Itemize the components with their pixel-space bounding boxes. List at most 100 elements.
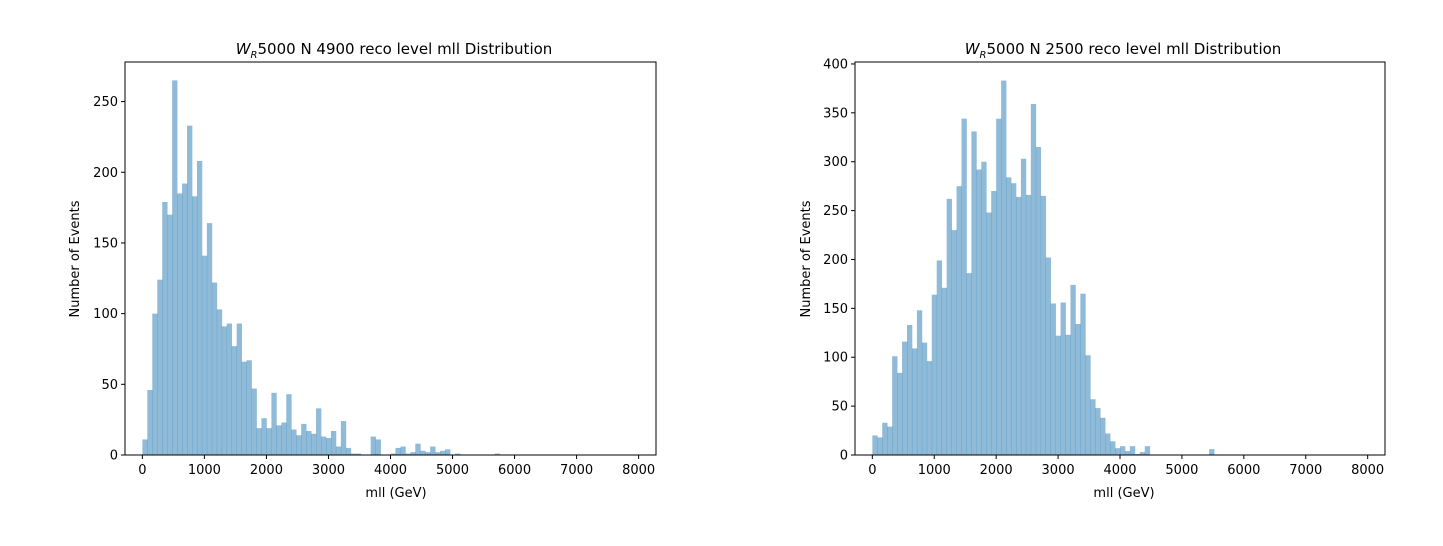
left-histogram-bar [455,453,461,455]
right-y-tick-label: 0 [840,449,848,464]
left-histogram-bar [375,439,381,455]
left-x-tick-label: 5000 [436,463,469,478]
right-histogram-bar [892,356,898,455]
right-histogram-bar [996,118,1002,455]
right-histogram-bar [1055,335,1061,455]
left-title-subscript: R [251,50,258,61]
right-x-axis-label: mll (GeV) [1093,486,1154,501]
left-histogram-bar [286,394,292,455]
right-y-axis-label: Number of Events [799,200,814,317]
left-histogram-bar [395,447,401,455]
right-y-tick-label: 100 [823,351,848,366]
right-histogram-bar [956,186,962,455]
left-histogram-bar [345,447,352,455]
left-histogram-bar [276,425,282,455]
right-histogram-bar [1006,177,1012,456]
left-histogram-bar [251,388,257,455]
left-histogram-bar [236,323,242,455]
left-histogram-bar [440,450,446,455]
right-histogram-bar [882,422,888,455]
right-histogram-bar [1001,80,1007,455]
left-histogram-bar [206,223,213,455]
left-histogram-bar [142,439,148,455]
right-title-rest: 5000 N 2500 reco level mll Distribution [987,40,1282,58]
right-histogram-bar [986,212,992,455]
left-histogram-bar [494,453,501,455]
left-histogram-bar [311,433,317,455]
left-histogram-bar [266,428,272,455]
left-x-axis-label: mll (GeV) [365,486,426,501]
right-x-tick-label: 2000 [980,463,1013,478]
right-histogram-bar [902,341,908,455]
left-histogram-bar [430,446,436,455]
right-x-tick-label: 7000 [1289,463,1322,478]
right-histogram-bar [1110,441,1116,455]
right-histogram-bar [931,294,938,455]
left-histogram-bar [216,309,223,455]
left-histogram-panel: WR5000 N 4900 reco level mll Distributio… [68,40,657,501]
right-y-tick-label: 250 [823,204,848,219]
left-histogram-bar [316,408,322,455]
right-histogram-bar [887,426,893,455]
right-histogram-bar [926,361,933,455]
left-x-tick-label: 0 [138,463,146,478]
left-x-tick-label: 4000 [374,463,407,478]
left-histogram-bar [291,429,297,455]
left-histogram-bar [201,255,208,455]
right-histogram-bar [1011,183,1017,455]
left-title-rest: 5000 N 4900 reco level mll Distribution [258,40,553,58]
right-histogram-bar [1100,417,1106,455]
left-histogram-bar [425,452,431,455]
right-x-tick-label: 3000 [1042,463,1075,478]
right-histogram-bar [916,310,923,455]
right-histogram-bar [1209,449,1215,455]
right-histogram-bar [1070,284,1076,455]
left-histogram-bar [390,453,396,455]
right-bars [872,80,1215,456]
left-histogram-bar [246,360,252,455]
right-x-tick-label: 5000 [1165,463,1198,478]
right-histogram-bar [1120,446,1126,455]
left-x-tick-label: 1000 [188,463,221,478]
left-histogram-bar [325,438,332,455]
left-histogram-bar [241,361,247,455]
left-histogram-bar [226,323,233,455]
left-histogram-bar [330,430,337,455]
right-histogram-bar [1139,452,1146,455]
left-x-tick-label: 2000 [250,463,283,478]
right-y-tick-label: 300 [823,155,848,170]
left-histogram-bar [405,453,411,455]
left-histogram-bar [296,435,302,455]
left-y-tick-label: 200 [93,166,118,181]
right-histogram-bar [991,191,997,456]
right-histogram-bar [976,169,982,456]
left-histogram-bar [340,421,347,455]
right-histogram-bar [941,287,947,455]
right-histogram-bar [1030,104,1037,455]
right-histogram-bar [1144,446,1151,455]
left-y-tick-label: 50 [101,378,118,393]
left-histogram-bar [370,436,376,455]
right-x-tick-label: 1000 [918,463,951,478]
left-histogram-bar [172,80,178,455]
right-histogram-bar [966,273,972,455]
right-histogram-bar [1040,195,1047,455]
right-histogram-bar [1090,399,1096,455]
right-histogram-bar [1085,355,1091,455]
left-histogram-bar [157,279,163,455]
left-histogram-bar [435,452,441,455]
left-title-w: W [236,40,252,58]
right-histogram-bar [961,118,967,455]
left-histogram-bar [415,443,421,455]
left-x-tick-label: 8000 [622,463,655,478]
right-chart-title: WR5000 N 2500 reco level mll Distributio… [965,40,1282,61]
left-histogram-bar [147,389,153,455]
right-y-tick-label: 150 [823,302,848,317]
left-histogram-bar [231,346,238,455]
left-histogram-bar [196,160,203,455]
left-histogram-bar [400,446,406,455]
right-histogram-bar [1050,303,1056,455]
right-histogram-bar [1065,334,1071,455]
